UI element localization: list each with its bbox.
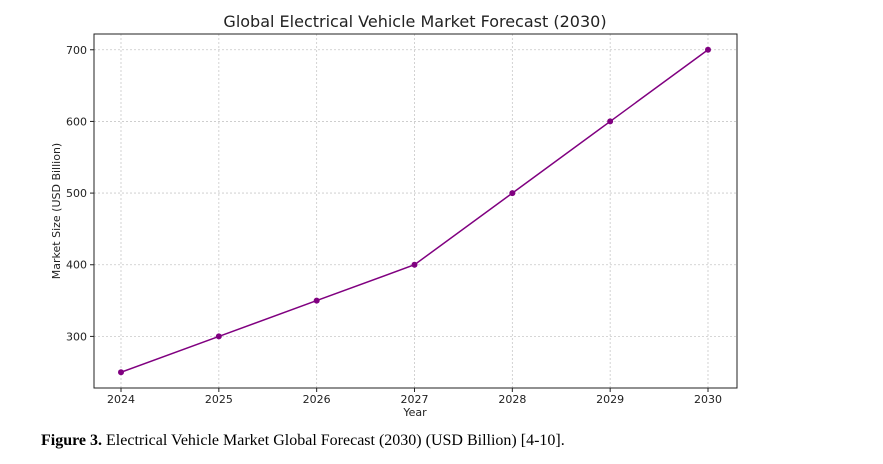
figure-caption: Figure 3. Electrical Vehicle Market Glob… [41, 432, 565, 450]
figure-caption-text: Electrical Vehicle Market Global Forecas… [102, 432, 565, 449]
data-point [215, 333, 222, 340]
x-tick-label: 2024 [107, 393, 135, 406]
x-tick-label: 2029 [596, 393, 624, 406]
y-axis-label: Market Size (USD Billion) [50, 143, 63, 279]
y-tick-label: 500 [66, 187, 87, 200]
data-point [509, 190, 516, 197]
x-tick-label: 2028 [498, 393, 526, 406]
y-tick-label: 600 [66, 115, 87, 128]
x-tick-label: 2027 [401, 393, 429, 406]
y-tick-label: 700 [66, 44, 87, 57]
data-point [607, 118, 614, 125]
data-point [411, 261, 418, 268]
line-chart: Global Electrical Vehicle Market Forecas… [50, 12, 738, 419]
x-axis-label: Year [402, 406, 427, 419]
data-point [118, 369, 124, 376]
tick-layer: 2024 2025 2026 2027 2028 2029 2030 300 400 500 600… [66, 44, 722, 406]
data-point [313, 297, 320, 304]
x-tick-label: 2030 [694, 393, 722, 406]
x-tick-label: 2026 [303, 393, 331, 406]
chart-title: Global Electrical Vehicle Market Forecas… [223, 12, 606, 31]
plot-frame [93, 33, 738, 389]
y-tick-label: 300 [66, 330, 87, 343]
data-point [705, 46, 711, 53]
grid-layer [94, 34, 737, 388]
figure-caption-label: Figure 3. [41, 432, 103, 449]
y-tick-label: 400 [66, 259, 87, 272]
series-layer [118, 46, 711, 376]
x-tick-label: 2025 [205, 393, 233, 406]
